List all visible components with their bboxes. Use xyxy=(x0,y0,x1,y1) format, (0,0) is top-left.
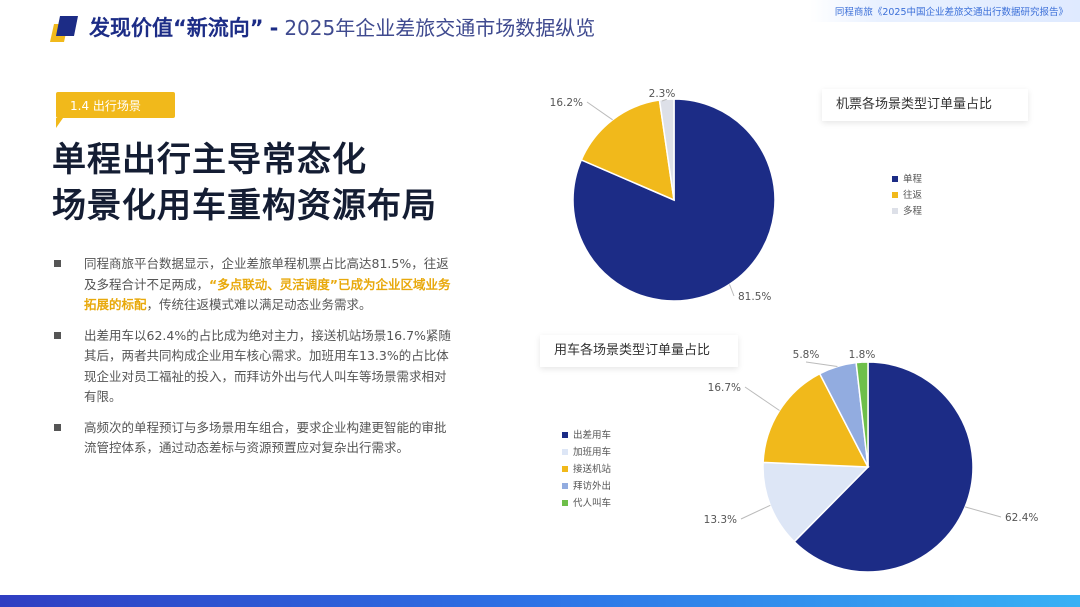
page-title-separator: - xyxy=(269,16,279,40)
leader-line xyxy=(661,98,667,102)
bullet-highlight: “多点联动、灵活调度”已成为企业区域业务拓展的标配 xyxy=(84,276,451,313)
legend-entry: 往返 xyxy=(903,189,923,201)
bullet-text-tail: ，传统往返模式难以满足动态业务需求。 xyxy=(146,297,372,312)
pie-slice-出差用车 xyxy=(793,361,974,573)
legend-swatch xyxy=(562,466,568,472)
chart-title-flight: 机票各场景类型订单量占比 xyxy=(822,89,1028,121)
data-label: 13.3% xyxy=(704,514,737,526)
bullet-square-icon xyxy=(54,331,61,339)
pie-slice-加班用车 xyxy=(762,461,870,543)
bullet-text: 高频次的单程预订与多场景用车组合，要求企业构建更智能的审批流管控体系，通过动态差… xyxy=(84,419,447,456)
headline-line-2: 场景化用车重构资源布局 xyxy=(52,186,437,226)
bottom-accent-bar xyxy=(0,595,1080,607)
pie-slice-接送机站 xyxy=(762,372,870,468)
leader-line xyxy=(729,284,735,297)
legend-entry: 代人叫车 xyxy=(573,497,611,509)
page-title-bold: 发现价值“新流向” xyxy=(89,16,264,40)
legend-swatch xyxy=(562,483,568,489)
pie-slice-往返 xyxy=(580,99,675,202)
data-label: 62.4% xyxy=(1005,512,1038,524)
legend-swatch xyxy=(892,192,898,198)
data-label: 2.3% xyxy=(649,88,676,100)
report-name-badge: 同程商旅《2025中国企业差旅交通出行数据研究报告》 xyxy=(810,0,1080,22)
pie-slice-多程 xyxy=(658,98,675,201)
report-logo-icon xyxy=(50,16,78,42)
bullet-item: 高频次的单程预订与多场景用车组合，要求企业构建更智能的审批流管控体系，通过动态差… xyxy=(52,418,452,459)
legend-swatch xyxy=(892,208,898,214)
bullet-square-icon xyxy=(54,260,61,267)
page-title: 发现价值“新流向” -2025年企业差旅交通市场数据纵览 xyxy=(89,13,595,43)
section-tag-label: 1.4 出行场景 xyxy=(70,99,141,113)
section-tag-tail xyxy=(56,118,63,128)
data-label: 81.5% xyxy=(738,291,771,303)
chart-title-car: 用车各场景类型订单量占比 xyxy=(540,335,738,367)
leader-line xyxy=(744,386,780,411)
bullet-item: 同程商旅平台数据显示，企业差旅单程机票占比高达81.5%，往返及多程合计不足两成… xyxy=(52,254,452,316)
legend-entry: 拜访外出 xyxy=(573,480,611,492)
bullet-item: 出差用车以62.4%的占比成为绝对主力，接送机站场景16.7%紧随其后，两者共同… xyxy=(52,326,452,408)
leader-line xyxy=(805,361,838,367)
leader-line xyxy=(740,504,771,520)
bullet-text: 出差用车以62.4%的占比成为绝对主力，接送机站场景16.7%紧随其后，两者共同… xyxy=(84,327,451,405)
bullet-square-icon xyxy=(54,423,61,431)
page-title-subtitle: 2025年企业差旅交通市场数据纵览 xyxy=(284,16,596,40)
legend-entry: 接送机站 xyxy=(573,463,612,475)
headline-line-1: 单程出行主导常态化 xyxy=(52,140,367,180)
legend-swatch xyxy=(562,449,568,455)
legend-entry: 出差用车 xyxy=(573,429,611,441)
data-label: 16.7% xyxy=(708,382,741,394)
leader-line xyxy=(586,101,613,121)
data-label: 5.8% xyxy=(793,349,820,361)
legend-swatch xyxy=(562,500,568,506)
bullet-text: 同程商旅平台数据显示，企业差旅单程机票占比高达81.5%，往返及多程合计不足两成… xyxy=(84,256,449,292)
legend-entry: 加班用车 xyxy=(573,446,611,458)
leader-line xyxy=(964,506,1002,518)
bullet-list: 同程商旅平台数据显示，企业差旅单程机票占比高达81.5%，往返及多程合计不足两成… xyxy=(52,254,452,469)
report-name-text: 同程商旅《2025中国企业差旅交通出行数据研究报告》 xyxy=(834,7,1068,18)
section-tag: 1.4 出行场景 xyxy=(56,92,175,118)
legend-entry: 单程 xyxy=(903,173,923,185)
data-label: 16.2% xyxy=(550,97,583,109)
data-label: 1.8% xyxy=(849,349,876,361)
legend-swatch xyxy=(562,432,568,438)
legend-entry: 多程 xyxy=(903,205,923,217)
legend-swatch xyxy=(892,176,898,182)
